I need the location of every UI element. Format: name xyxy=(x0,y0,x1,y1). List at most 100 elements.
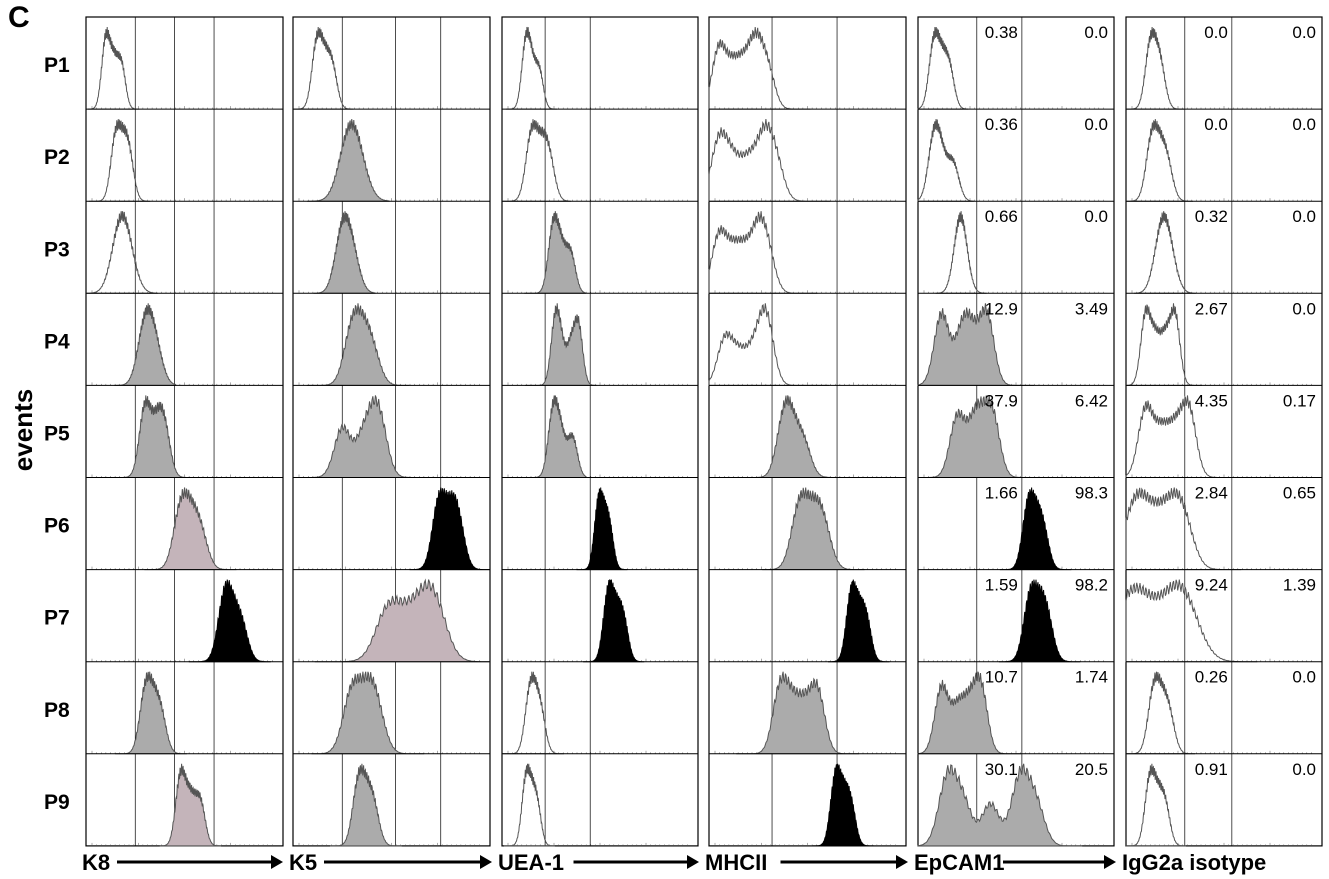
histogram-panel: 1.59 98.2 xyxy=(918,569,1114,663)
histogram-panel xyxy=(502,384,698,478)
histogram-panel xyxy=(293,477,490,571)
histogram-curve xyxy=(935,211,987,294)
histogram-panel: 2.84 0.65 xyxy=(1125,477,1322,571)
row-label: P2 xyxy=(44,146,70,169)
arrow-head-icon xyxy=(687,855,699,869)
marker-column: 0.38 0.0 0.36 0.0 0.66 0.0 12.9 3.49 37.9 6.42 1.6… xyxy=(917,16,1115,847)
histogram-panel xyxy=(86,753,283,847)
histogram-curve xyxy=(311,671,425,755)
gate-percent-left: 12.9 xyxy=(985,299,1018,318)
gate-percent-right: 0.0 xyxy=(1084,23,1108,42)
gate-percent-left: 0.91 xyxy=(1195,760,1228,779)
histogram-panel xyxy=(502,753,698,847)
histogram-panel: 0.66 0.0 xyxy=(918,200,1114,294)
histogram-panel xyxy=(293,17,480,110)
histogram-panel xyxy=(709,477,906,571)
gate-percent-left: 9.24 xyxy=(1195,576,1228,595)
histogram-curve xyxy=(736,671,860,755)
histogram-curve xyxy=(502,119,571,202)
histogram-curve xyxy=(708,119,831,202)
histogram-curve xyxy=(88,119,151,202)
histogram-panel xyxy=(709,569,906,663)
histogram-curve xyxy=(1125,395,1227,478)
histogram-panel xyxy=(86,108,283,202)
histogram-curve xyxy=(525,303,597,386)
histogram-panel: 30.1 20.5 xyxy=(917,753,1114,847)
histogram-panel: 0.0 0.0 xyxy=(1126,108,1322,202)
gate-percent-right: 3.49 xyxy=(1075,299,1108,318)
histogram-panel xyxy=(502,477,698,571)
histogram-curve xyxy=(307,119,390,202)
histogram-panel xyxy=(708,108,906,202)
histogram-curve xyxy=(88,26,140,110)
arrow-head-icon xyxy=(896,855,908,869)
histogram-curve xyxy=(144,487,237,571)
histogram-panel: 1.66 98.3 xyxy=(918,477,1114,571)
histogram-curve xyxy=(115,671,187,755)
histogram-curve xyxy=(524,211,586,294)
row-label: P8 xyxy=(44,699,70,722)
gate-percent-left: 30.1 xyxy=(985,760,1018,779)
histogram-panel xyxy=(708,200,906,294)
gate-percent-left: 0.36 xyxy=(985,115,1018,134)
histogram-panel xyxy=(502,292,698,386)
histogram-curve xyxy=(1126,303,1202,386)
row-labels: P1 P2 P3 P4 P5 P6 P7 P8 P9 xyxy=(44,54,70,814)
histogram-curve xyxy=(1126,26,1184,110)
histogram-panel xyxy=(502,661,698,755)
histogram-curve xyxy=(306,303,410,386)
gate-percent-right: 0.0 xyxy=(1292,760,1316,779)
histogram-panel xyxy=(709,661,906,755)
histogram-panel: 0.32 0.0 xyxy=(1126,200,1322,294)
y-axis-label: events xyxy=(8,389,38,471)
histogram-curve xyxy=(114,303,177,386)
gate-percent-left: 0.38 xyxy=(985,23,1018,42)
row-label: P7 xyxy=(44,607,70,630)
histogram-panel xyxy=(86,292,283,386)
gate-percent-left: 0.26 xyxy=(1195,668,1228,687)
gate-percent-left: 1.59 xyxy=(985,576,1018,595)
histogram-panel xyxy=(505,17,688,110)
histogram-curve xyxy=(917,763,1083,847)
histogram-curve xyxy=(708,26,811,110)
histogram-curve xyxy=(502,671,564,755)
histogram-curve xyxy=(999,487,1072,571)
gate-percent-right: 1.39 xyxy=(1283,576,1316,595)
gate-percent-left: 37.9 xyxy=(985,391,1018,410)
histogram-panel: 37.9 6.42 xyxy=(918,384,1114,478)
histogram-curve xyxy=(524,395,586,478)
gate-percent-right: 0.0 xyxy=(1292,115,1316,134)
histogram-curve xyxy=(1126,763,1186,847)
histogram-curve xyxy=(313,211,376,294)
x-axis-label: MHCII xyxy=(705,850,767,875)
histogram-panel xyxy=(86,384,283,478)
gate-percent-right: 0.17 xyxy=(1283,391,1316,410)
histogram-panel: 0.36 0.0 xyxy=(917,108,1114,202)
histogram-panel: 4.35 0.17 xyxy=(1125,384,1322,478)
histogram-curve xyxy=(762,487,865,571)
histogram-curve xyxy=(301,395,435,478)
x-axis-label: UEA-1 xyxy=(498,850,564,875)
histogram-curve xyxy=(159,763,222,847)
histogram-panel xyxy=(88,17,273,110)
histogram-curve xyxy=(86,211,158,294)
histogram-curve xyxy=(828,579,890,663)
histogram-curve xyxy=(708,303,830,386)
gate-percent-right: 1.74 xyxy=(1075,668,1108,687)
x-axis-label: K5 xyxy=(289,850,317,875)
histogram-panel: 12.9 3.49 xyxy=(917,292,1114,386)
histogram-panel xyxy=(709,384,906,478)
gate-percent-right: 0.0 xyxy=(1292,668,1316,687)
gate-percent-left: 4.35 xyxy=(1195,391,1228,410)
histogram-curve xyxy=(576,487,628,571)
row-label: P1 xyxy=(44,54,70,77)
histogram-panels: 0.38 0.0 0.36 0.0 0.66 0.0 12.9 3.49 37.9 6.42 1.6… xyxy=(85,16,1323,847)
x-axis-label: K8 xyxy=(82,850,110,875)
histogram-panel xyxy=(502,108,698,202)
histogram-panel xyxy=(86,569,283,663)
histogram-curve xyxy=(1125,579,1258,663)
row-label: P4 xyxy=(44,330,70,353)
gate-percent-left: 0.66 xyxy=(985,207,1018,226)
column-frame xyxy=(292,16,491,847)
histogram-panel xyxy=(293,108,490,202)
